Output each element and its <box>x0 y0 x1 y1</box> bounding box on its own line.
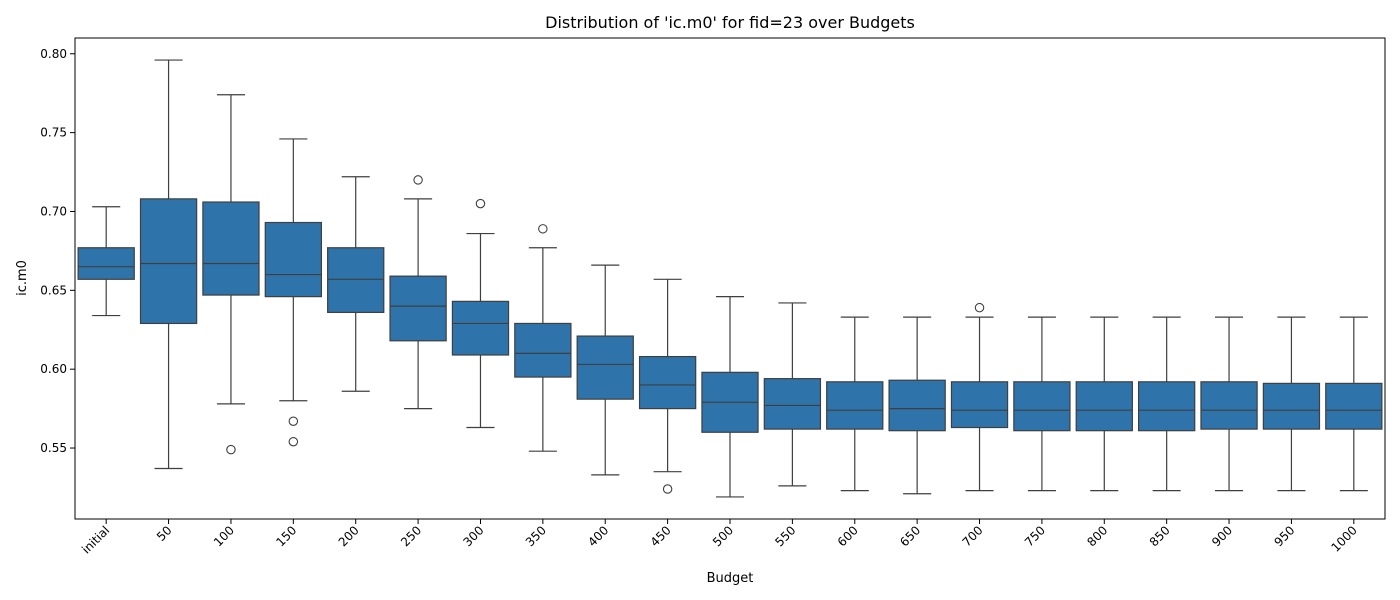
box-iqr <box>327 247 385 314</box>
box-iqr <box>1137 381 1196 432</box>
outlier-point <box>538 224 548 234</box>
x-tick-label: 500 <box>710 523 736 549</box>
box-group-450 <box>638 278 697 494</box>
outlier-point <box>475 198 486 209</box>
box-iqr <box>1262 382 1321 430</box>
y-axis-label: ic.m0 <box>15 260 30 296</box>
plot-area <box>77 59 1383 498</box>
x-tick-label: 550 <box>772 523 798 549</box>
x-tick-label: 400 <box>585 523 611 549</box>
chart-title: Distribution of 'ic.m0' for fid=23 over … <box>545 13 915 32</box>
box-group-650 <box>888 316 946 495</box>
outlier-point <box>226 444 236 455</box>
x-tick-label: 800 <box>1084 523 1110 549</box>
x-tick-label: 150 <box>273 523 299 549</box>
outlier-point <box>413 175 423 185</box>
x-tick-label: 750 <box>1022 523 1048 549</box>
box-iqr <box>514 322 572 378</box>
box-group-100 <box>202 94 260 455</box>
x-tick-label: 50 <box>154 523 175 544</box>
box-group-550 <box>763 302 822 487</box>
box-group-50 <box>139 59 198 470</box>
box-iqr <box>638 355 697 410</box>
box-iqr <box>264 221 323 298</box>
box-group-1000 <box>1325 316 1383 492</box>
box-group-950 <box>1262 316 1321 492</box>
box-iqr <box>1325 382 1383 430</box>
y-tick-label: 0.75 <box>40 126 67 140</box>
x-tick-label: 250 <box>398 523 424 549</box>
x-tick-label: initial <box>79 523 112 556</box>
x-tick-label: 450 <box>648 523 674 549</box>
x-axis-label: Budget <box>707 571 754 586</box>
box-group-600 <box>826 316 884 492</box>
outlier-point <box>288 416 299 426</box>
x-tick-label: 700 <box>960 523 986 549</box>
box-iqr <box>950 381 1009 429</box>
box-group-500 <box>701 296 759 498</box>
box-group-800 <box>1075 316 1133 492</box>
box-iqr <box>451 300 510 356</box>
box-group-200 <box>327 176 385 392</box>
box-group-350 <box>514 224 572 452</box>
outlier-point <box>288 436 299 447</box>
box-group-850 <box>1137 316 1196 492</box>
box-group-150 <box>264 138 323 447</box>
plot-frame <box>74 37 1386 520</box>
y-axis: 0.55 0.60 0.65 0.70 0.75 0.80 <box>40 47 75 455</box>
x-tick-label: 600 <box>835 523 861 549</box>
box-iqr <box>389 275 447 342</box>
outlier-point <box>974 302 985 313</box>
y-tick-label: 0.55 <box>40 441 67 455</box>
box-iqr <box>826 381 884 430</box>
box-iqr <box>139 198 198 325</box>
x-tick-label: 350 <box>523 523 549 549</box>
x-tick-label: 1000 <box>1328 523 1359 554</box>
box-group-300 <box>451 198 510 429</box>
outlier-point <box>662 484 673 494</box>
box-group-900 <box>1200 316 1258 492</box>
x-tick-label: 950 <box>1271 523 1297 549</box>
box-iqr <box>77 247 135 280</box>
y-tick-label: 0.65 <box>40 283 67 297</box>
box-group-700 <box>950 302 1009 492</box>
x-axis: initial 50 100 150 200 250 300 350 400 450 500 550 6… <box>79 519 1360 556</box>
x-tick-label: 200 <box>336 523 362 549</box>
x-tick-label: 300 <box>461 523 487 549</box>
x-tick-label: 900 <box>1209 523 1235 549</box>
x-tick-label: 100 <box>211 523 237 549</box>
box-iqr <box>1200 381 1258 430</box>
box-iqr <box>1075 381 1133 432</box>
x-tick-label: 850 <box>1147 523 1173 549</box>
box-iqr <box>1013 381 1071 432</box>
box-group-initial <box>77 206 135 317</box>
y-tick-label: 0.80 <box>40 47 67 61</box>
y-tick-label: 0.60 <box>40 362 67 376</box>
x-tick-label: 650 <box>897 523 923 549</box>
box-group-750 <box>1013 316 1071 492</box>
box-iqr <box>888 379 946 432</box>
box-group-400 <box>576 264 634 476</box>
box-group-250 <box>389 175 447 410</box>
y-tick-label: 0.70 <box>40 204 67 218</box>
box-iqr <box>763 378 822 430</box>
box-iqr <box>576 335 634 400</box>
box-iqr <box>202 201 260 296</box>
